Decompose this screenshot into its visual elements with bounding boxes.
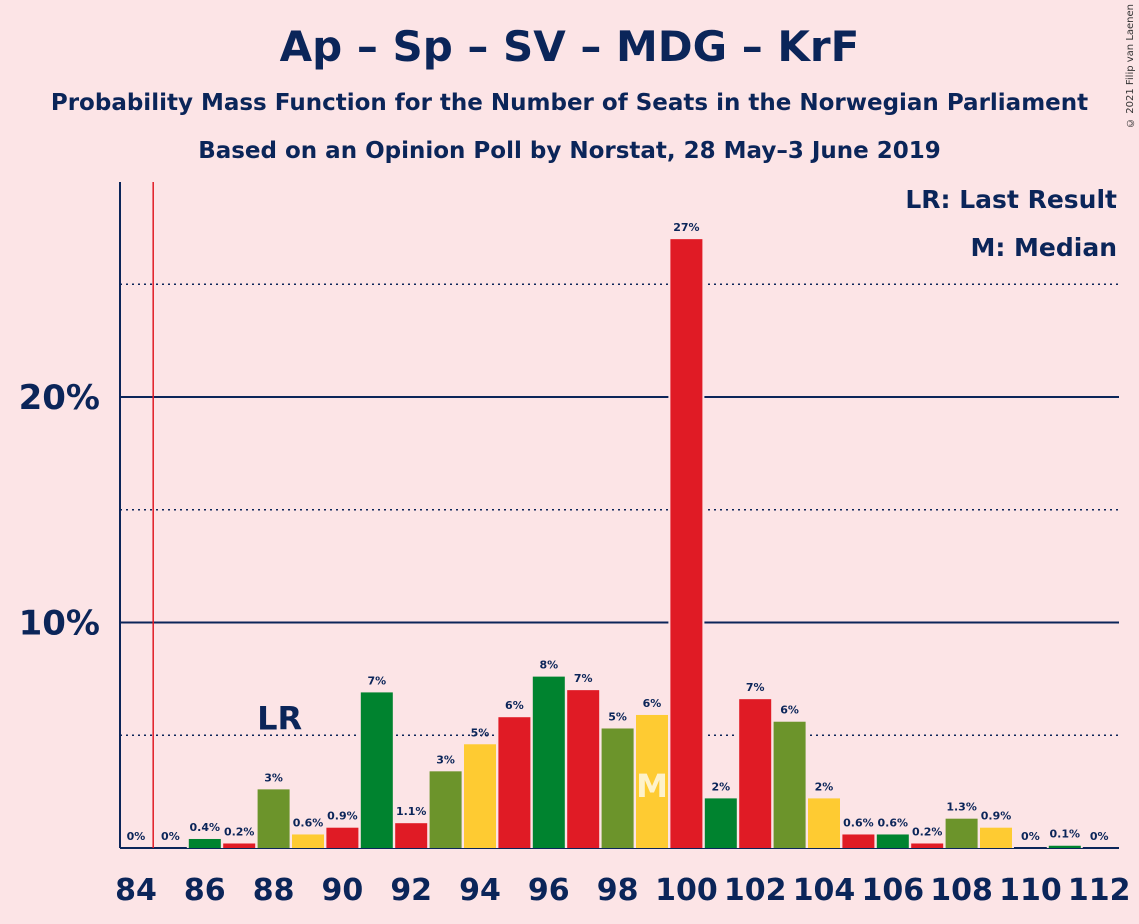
x-tick-label: 102 [724, 873, 787, 908]
bar [292, 834, 324, 848]
bar-value-label: 0% [161, 830, 180, 843]
bar-value-label: 6% [505, 699, 524, 712]
x-tick-label: 104 [793, 873, 856, 908]
last-result-marker: LR [257, 699, 302, 737]
legend-last-result: LR: Last Result [905, 185, 1117, 214]
bar [704, 798, 737, 848]
bar-value-label: 6% [780, 704, 799, 717]
bar-value-label: 7% [746, 681, 765, 694]
bar [808, 798, 840, 848]
bar-value-label: 2% [815, 780, 834, 793]
bar [223, 843, 256, 848]
bar [842, 834, 875, 848]
bar-value-label: 3% [264, 771, 283, 784]
bar-value-label: 27% [673, 221, 699, 234]
bar [464, 744, 496, 848]
bar [532, 676, 565, 848]
bar-value-label: 0.9% [327, 810, 358, 823]
bar-value-label: 0.6% [878, 816, 909, 829]
bar-value-label: 0% [1090, 830, 1109, 843]
bar-value-label: 0.2% [912, 825, 943, 838]
y-tick-label: 10% [19, 604, 100, 644]
bar-value-label: 2% [711, 780, 730, 793]
bar-value-label: 0.6% [293, 816, 324, 829]
x-tick-label: 110 [999, 873, 1062, 908]
x-tick-label: 92 [390, 873, 432, 908]
bar-value-label: 0% [1021, 830, 1040, 843]
bar [670, 239, 703, 848]
bar [773, 721, 806, 848]
chart-subtitle: Probability Mass Function for the Number… [50, 90, 1089, 116]
bar-value-label: 5% [471, 726, 490, 739]
legend-median: M: Median [970, 233, 1117, 262]
x-tick-label: 108 [930, 873, 993, 908]
x-tick-label: 96 [528, 873, 570, 908]
bar [1048, 845, 1081, 848]
bar [739, 699, 772, 848]
bar [360, 692, 393, 848]
bar-value-label: 1.3% [946, 801, 977, 814]
bar [911, 843, 944, 848]
x-tick-label: 112 [1068, 873, 1131, 908]
bar [429, 771, 462, 848]
bar [498, 717, 531, 848]
bar [945, 818, 978, 848]
bar [636, 714, 668, 848]
y-tick-label: 20% [19, 378, 100, 418]
x-tick-label: 98 [597, 873, 639, 908]
bar-value-label: 1.1% [396, 805, 427, 818]
bar [395, 823, 428, 848]
bar-value-label: 0.6% [843, 816, 874, 829]
x-tick-label: 84 [115, 873, 157, 908]
x-tick-label: 90 [322, 873, 364, 908]
x-tick-label: 100 [655, 873, 718, 908]
bar [188, 838, 221, 848]
bar [567, 690, 600, 848]
bar-value-label: 5% [608, 710, 627, 723]
median-marker: M [636, 767, 668, 805]
chart-subtitle-source: Based on an Opinion Poll by Norstat, 28 … [198, 138, 941, 164]
bar-value-label: 0.9% [981, 810, 1012, 823]
bar-value-label: 0% [127, 830, 146, 843]
bar [876, 834, 909, 848]
x-tick-label: 94 [459, 873, 501, 908]
bar [980, 827, 1012, 848]
bar-value-label: 3% [436, 753, 455, 766]
x-tick-label: 88 [253, 873, 295, 908]
bar-value-label: 8% [539, 659, 558, 672]
bar [326, 827, 359, 848]
chart-title: Ap – Sp – SV – MDG – KrF [279, 22, 860, 71]
bar-value-label: 6% [643, 697, 662, 710]
bar [257, 789, 290, 848]
bar-value-label: 0.1% [1050, 828, 1081, 841]
bar-value-label: 0.2% [224, 825, 255, 838]
bar-value-label: 0.4% [190, 821, 221, 834]
x-tick-label: 106 [861, 873, 924, 908]
bar-value-label: 7% [574, 672, 593, 685]
bar [601, 728, 634, 848]
x-tick-label: 86 [184, 873, 226, 908]
bar-value-label: 7% [367, 674, 386, 687]
